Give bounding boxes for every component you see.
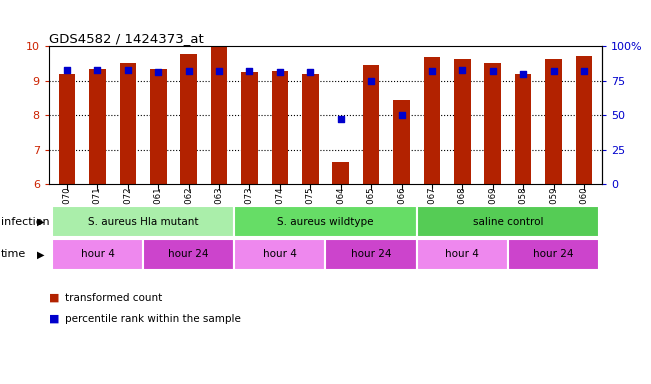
Point <box>579 68 589 74</box>
Bar <box>234 206 417 237</box>
Bar <box>52 206 234 237</box>
Text: GSM933072: GSM933072 <box>124 186 132 239</box>
Text: S. aureus Hla mutant: S. aureus Hla mutant <box>88 217 199 227</box>
Text: GSM933062: GSM933062 <box>184 186 193 239</box>
Bar <box>180 54 197 184</box>
Text: ▶: ▶ <box>37 249 45 260</box>
Point <box>457 66 467 73</box>
Point <box>184 68 194 74</box>
Bar <box>143 239 234 270</box>
Text: time: time <box>1 249 26 260</box>
Bar <box>241 72 258 184</box>
Text: GSM933075: GSM933075 <box>306 186 315 239</box>
Text: GSM933070: GSM933070 <box>62 186 72 239</box>
Point <box>214 68 225 74</box>
Text: GSM933071: GSM933071 <box>93 186 102 239</box>
Bar <box>363 65 380 184</box>
Bar <box>52 239 143 270</box>
Bar <box>393 100 410 184</box>
Bar <box>515 74 531 184</box>
Text: GDS4582 / 1424373_at: GDS4582 / 1424373_at <box>49 32 204 45</box>
Text: infection: infection <box>1 217 49 227</box>
Bar <box>454 59 471 184</box>
Bar <box>302 74 318 184</box>
Point <box>366 78 376 84</box>
Point <box>548 68 559 74</box>
Bar <box>271 71 288 184</box>
Text: GSM933069: GSM933069 <box>488 186 497 239</box>
Point <box>244 68 255 74</box>
Point <box>153 69 163 75</box>
Text: percentile rank within the sample: percentile rank within the sample <box>65 314 241 324</box>
Point <box>305 69 316 75</box>
Bar <box>484 63 501 184</box>
Bar <box>326 239 417 270</box>
Bar <box>89 68 106 184</box>
Text: GSM933059: GSM933059 <box>549 186 558 239</box>
Text: hour 24: hour 24 <box>533 249 574 260</box>
Text: ▶: ▶ <box>37 217 45 227</box>
Text: hour 4: hour 4 <box>445 249 479 260</box>
Text: GSM933065: GSM933065 <box>367 186 376 239</box>
Text: GSM933073: GSM933073 <box>245 186 254 239</box>
Text: GSM933066: GSM933066 <box>397 186 406 239</box>
Text: hour 24: hour 24 <box>169 249 209 260</box>
Text: saline control: saline control <box>473 217 543 227</box>
Text: transformed count: transformed count <box>65 293 162 303</box>
Point <box>488 68 498 74</box>
Bar <box>545 59 562 184</box>
Bar <box>424 57 440 184</box>
Text: hour 4: hour 4 <box>81 249 115 260</box>
Text: GSM933061: GSM933061 <box>154 186 163 239</box>
Text: GSM933063: GSM933063 <box>215 186 223 239</box>
Bar <box>150 68 167 184</box>
Point <box>426 68 437 74</box>
Point <box>122 66 133 73</box>
Bar <box>59 74 76 184</box>
Text: hour 4: hour 4 <box>263 249 297 260</box>
Text: GSM933064: GSM933064 <box>336 186 345 239</box>
Bar <box>211 47 227 184</box>
Point <box>396 112 407 118</box>
Text: ■: ■ <box>49 314 59 324</box>
Bar <box>417 239 508 270</box>
Bar <box>234 239 326 270</box>
Text: GSM933067: GSM933067 <box>428 186 436 239</box>
Text: ■: ■ <box>49 293 59 303</box>
Point <box>275 69 285 75</box>
Text: GSM933058: GSM933058 <box>519 186 527 239</box>
Bar <box>333 162 349 184</box>
Bar <box>120 63 136 184</box>
Point <box>92 66 103 73</box>
Point <box>518 71 529 77</box>
Point <box>335 116 346 122</box>
Text: GSM933074: GSM933074 <box>275 186 284 239</box>
Point <box>62 66 72 73</box>
Bar <box>575 56 592 184</box>
Bar <box>508 239 599 270</box>
Text: S. aureus wildtype: S. aureus wildtype <box>277 217 374 227</box>
Bar <box>417 206 599 237</box>
Text: GSM933060: GSM933060 <box>579 186 589 239</box>
Text: GSM933068: GSM933068 <box>458 186 467 239</box>
Text: hour 24: hour 24 <box>351 249 391 260</box>
